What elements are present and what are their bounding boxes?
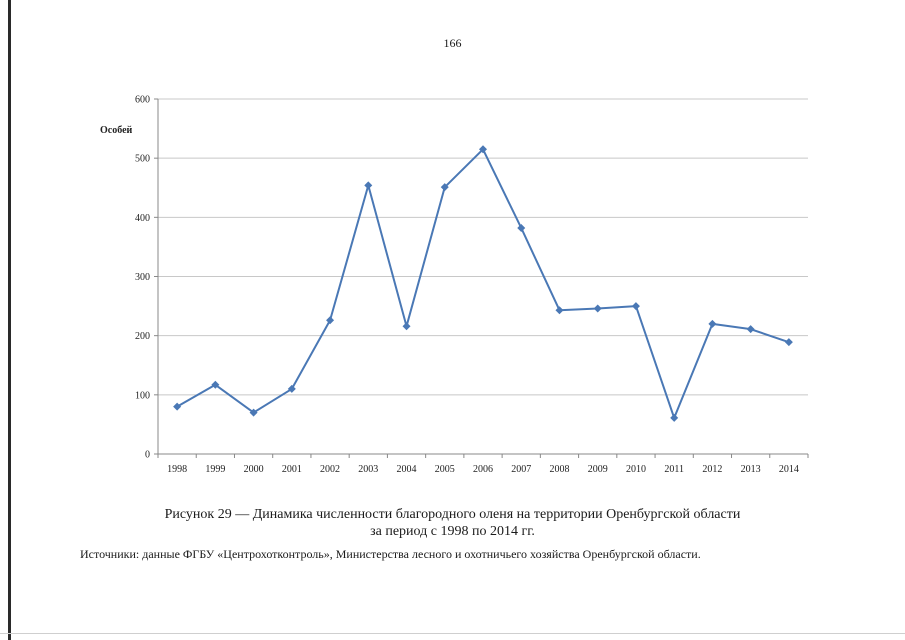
x-tick-label: 2005 bbox=[435, 464, 455, 475]
data-point-2010 bbox=[631, 302, 640, 311]
x-tick-label: 1999 bbox=[205, 464, 225, 475]
x-tick-label: 2006 bbox=[473, 464, 493, 475]
data-point-2004 bbox=[402, 322, 411, 331]
x-tick-label: 2014 bbox=[779, 464, 799, 475]
data-point-2001 bbox=[287, 384, 296, 393]
figure-caption-line-2: за период с 1998 по 2014 гг. bbox=[370, 524, 535, 539]
axis-layer bbox=[154, 98, 809, 458]
line-chart: 0 100 200 300 400 500 600 1998 1999 2000 2001 2002 2… bbox=[100, 95, 809, 476]
data-point-1998 bbox=[173, 402, 182, 411]
source-note: Источники: данные ФГБУ «Центрохотконтрол… bbox=[80, 547, 701, 561]
x-tick-label: 2002 bbox=[320, 464, 340, 475]
data-point-2002 bbox=[326, 316, 335, 325]
y-tick-label: 600 bbox=[135, 95, 150, 106]
x-tick-label: 2007 bbox=[511, 464, 531, 475]
y-tick-label: 200 bbox=[135, 331, 150, 342]
data-point-2005 bbox=[440, 183, 449, 192]
data-point-2008 bbox=[555, 306, 564, 315]
y-tick-label: 100 bbox=[135, 390, 150, 401]
data-point-1999 bbox=[211, 380, 220, 389]
data-point-2011 bbox=[670, 413, 679, 422]
data-point-2006 bbox=[479, 145, 487, 154]
series-line bbox=[176, 148, 790, 419]
y-axis-label: Особей bbox=[100, 125, 133, 136]
x-tick-label: 2004 bbox=[397, 464, 417, 475]
grid-layer bbox=[158, 98, 808, 396]
data-point-2013 bbox=[746, 325, 755, 334]
data-point-2007 bbox=[517, 223, 526, 232]
x-tick-label: 2012 bbox=[702, 464, 722, 475]
x-tick-label: 2009 bbox=[588, 464, 608, 475]
series-layer bbox=[173, 145, 793, 422]
x-tick-label: 2011 bbox=[664, 464, 684, 475]
x-tick-label: 2003 bbox=[358, 464, 378, 475]
data-point-2012 bbox=[708, 319, 717, 328]
data-point-2003 bbox=[364, 181, 373, 190]
x-tick-label: 2010 bbox=[626, 464, 646, 475]
x-tick-label: 2013 bbox=[741, 464, 761, 475]
figure-caption-line-1: Рисунок 29 — Динамика численности благор… bbox=[164, 507, 741, 522]
data-point-2000 bbox=[249, 408, 258, 417]
x-tick-label: 1998 bbox=[167, 464, 187, 475]
x-tick-label: 2008 bbox=[549, 464, 569, 475]
x-tick-label: 2000 bbox=[244, 464, 264, 475]
y-tick-label: 0 bbox=[145, 450, 150, 461]
x-tick-label: 2001 bbox=[282, 464, 302, 475]
label-layer: 0 100 200 300 400 500 600 1998 1999 2000 2001 2002 2… bbox=[100, 95, 799, 476]
scan-edge-left bbox=[8, 0, 11, 640]
data-point-2014 bbox=[784, 338, 793, 347]
y-tick-label: 500 bbox=[135, 154, 150, 165]
y-tick-label: 400 bbox=[135, 213, 150, 224]
page-number: 166 bbox=[443, 36, 462, 50]
scan-edge-bottom bbox=[0, 633, 905, 634]
y-tick-label: 300 bbox=[135, 272, 150, 283]
data-point-2009 bbox=[593, 304, 602, 313]
